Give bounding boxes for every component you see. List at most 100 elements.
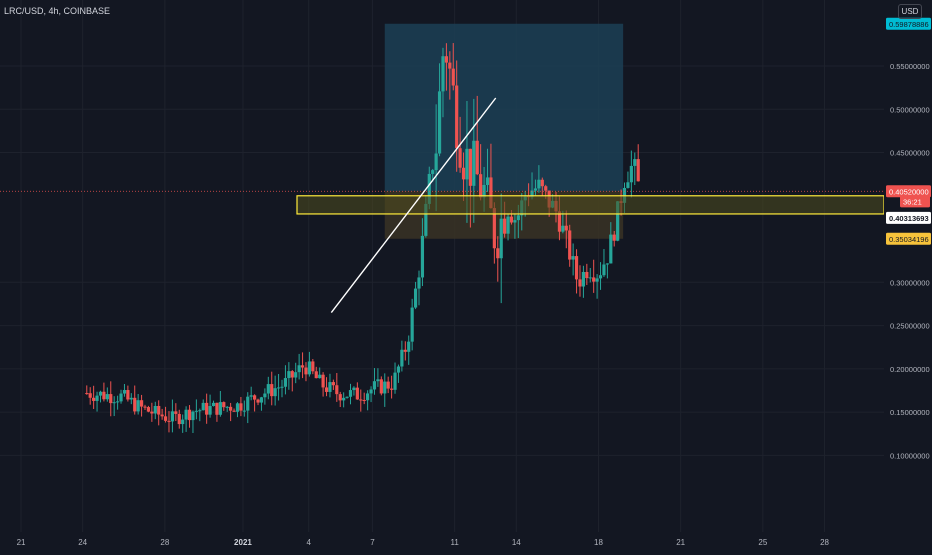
candle-body[interactable] [386,381,390,389]
candle-body[interactable] [492,208,496,249]
candle-body[interactable] [163,416,168,421]
candle-body[interactable] [174,411,178,414]
candle-body[interactable] [263,393,267,398]
candle-body[interactable] [232,410,236,412]
candle-body[interactable] [307,361,312,375]
candle-body[interactable] [342,397,346,401]
candle-body[interactable] [533,188,538,191]
candle-body[interactable] [259,397,264,403]
candle-body[interactable] [568,230,572,260]
candle-body[interactable] [376,379,380,382]
candle-body[interactable] [229,406,233,411]
candle-body[interactable] [410,307,414,342]
candle-body[interactable] [427,173,431,204]
candle-body[interactable] [246,396,250,411]
candle-body[interactable] [437,91,442,154]
candle-body[interactable] [629,165,633,183]
candle-body[interactable] [393,372,397,390]
candle-body[interactable] [506,216,510,234]
candle-body[interactable] [468,148,472,186]
candle-body[interactable] [544,186,548,191]
candle-body[interactable] [605,263,609,265]
candle-body[interactable] [499,218,503,259]
candle-body[interactable] [167,420,171,422]
candle-body[interactable] [496,248,500,259]
candle-body[interactable] [170,411,175,422]
candle-body[interactable] [355,387,359,400]
candle-body[interactable] [407,341,411,352]
candle-body[interactable] [335,385,339,395]
candle-body[interactable] [205,402,209,415]
candle-body[interactable] [431,170,435,174]
candle-body[interactable] [139,400,144,407]
candle-body[interactable] [283,378,288,387]
candle-body[interactable] [270,384,274,397]
candle-body[interactable] [287,371,291,379]
candle-body[interactable] [208,406,212,415]
candle-body[interactable] [328,382,332,392]
candle-body[interactable] [489,177,493,209]
candle-body[interactable] [390,388,394,390]
candle-body[interactable] [300,365,305,368]
candle-body[interactable] [116,401,120,403]
candle-body[interactable] [475,140,479,175]
candle-body[interactable] [122,390,127,394]
candle-body[interactable] [396,366,401,373]
candle-body[interactable] [311,361,315,372]
candle-body[interactable] [592,277,596,282]
candle-body[interactable] [482,184,486,198]
candle-body[interactable] [472,140,476,186]
candle-body[interactable] [455,85,459,149]
candle-body[interactable] [109,394,113,404]
candle-body[interactable] [509,216,514,223]
candle-body[interactable] [424,203,428,236]
candle-body[interactable] [485,177,490,185]
candle-body[interactable] [588,277,592,279]
candle-body[interactable] [362,400,366,402]
candle-body[interactable] [266,384,270,394]
candle-body[interactable] [403,349,407,352]
candle-body[interactable] [537,179,541,189]
candle-body[interactable] [198,410,202,412]
candle-body[interactable] [369,389,373,394]
candle-body[interactable] [133,397,137,412]
candle-body[interactable] [585,271,589,279]
candle-body[interactable] [211,402,216,407]
candle-body[interactable] [280,386,284,388]
candle-body[interactable] [191,411,195,421]
candle-body[interactable] [413,288,418,308]
candle-body[interactable] [153,405,157,414]
candle-body[interactable] [359,399,363,401]
candle-body[interactable] [324,387,329,392]
candle-body[interactable] [530,190,534,198]
candle-body[interactable] [400,349,404,367]
candle-body[interactable] [249,395,253,397]
candle-body[interactable] [98,391,103,396]
candle-body[interactable] [348,390,353,397]
candle-body[interactable] [383,381,387,394]
candle-body[interactable] [379,379,383,394]
trendline[interactable] [330,97,497,314]
currency-button[interactable]: USD [898,4,922,19]
candle-body[interactable] [616,201,620,241]
candle-body[interactable] [321,374,325,388]
candle-body[interactable] [119,393,123,402]
candle-body[interactable] [564,225,568,231]
candle-body[interactable] [256,399,260,403]
candle-body[interactable] [458,148,462,168]
candle-body[interactable] [420,235,425,278]
candle-body[interactable] [194,410,198,412]
candle-body[interactable] [184,409,188,420]
candle-body[interactable] [146,407,151,412]
candle-body[interactable] [609,234,613,264]
candle-body[interactable] [187,409,192,421]
candle-body[interactable] [345,396,349,398]
candle-body[interactable] [318,374,322,379]
candle-body[interactable] [513,220,517,223]
candle-body[interactable] [612,234,616,241]
candle-body[interactable] [201,402,205,411]
candle-body[interactable] [126,390,130,400]
candle-body[interactable] [578,279,582,287]
